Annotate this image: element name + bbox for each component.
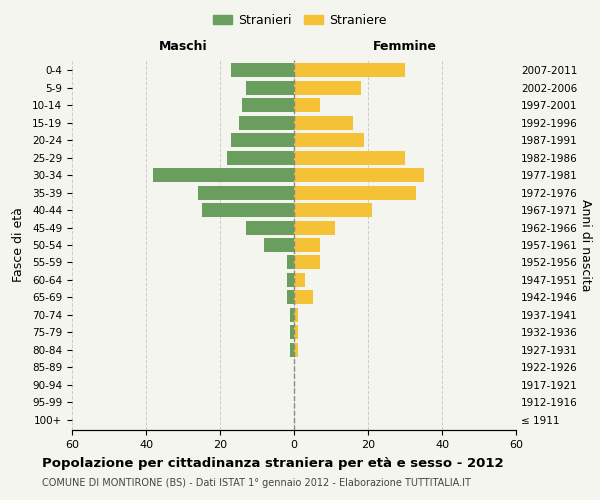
Bar — [294, 203, 372, 217]
Bar — [265, 238, 294, 252]
Bar — [294, 290, 313, 304]
Text: Femmine: Femmine — [373, 40, 437, 52]
Bar — [239, 116, 294, 130]
Bar — [198, 186, 294, 200]
Bar — [294, 116, 353, 130]
Text: Maschi: Maschi — [158, 40, 208, 52]
Text: Popolazione per cittadinanza straniera per età e sesso - 2012: Popolazione per cittadinanza straniera p… — [42, 458, 503, 470]
Bar — [231, 64, 294, 78]
Bar — [294, 168, 424, 182]
Bar — [294, 98, 320, 112]
Bar — [242, 98, 294, 112]
Bar — [294, 342, 298, 356]
Bar — [294, 220, 335, 234]
Bar — [294, 308, 298, 322]
Bar — [294, 151, 405, 164]
Bar — [287, 273, 294, 287]
Bar — [287, 290, 294, 304]
Bar — [287, 256, 294, 270]
Bar — [154, 168, 294, 182]
Bar — [290, 326, 294, 339]
Bar — [294, 326, 298, 339]
Bar — [294, 238, 320, 252]
Bar — [294, 81, 361, 95]
Bar — [294, 186, 416, 200]
Bar — [231, 134, 294, 147]
Bar — [202, 203, 294, 217]
Text: COMUNE DI MONTIRONE (BS) - Dati ISTAT 1° gennaio 2012 - Elaborazione TUTTITALIA.: COMUNE DI MONTIRONE (BS) - Dati ISTAT 1°… — [42, 478, 471, 488]
Bar — [290, 342, 294, 356]
Legend: Stranieri, Straniere: Stranieri, Straniere — [208, 8, 392, 32]
Bar — [294, 273, 305, 287]
Bar — [227, 151, 294, 164]
Bar — [246, 220, 294, 234]
Bar — [246, 81, 294, 95]
Y-axis label: Anni di nascita: Anni di nascita — [578, 198, 592, 291]
Bar — [290, 308, 294, 322]
Y-axis label: Fasce di età: Fasce di età — [12, 208, 25, 282]
Bar — [294, 64, 405, 78]
Bar — [294, 134, 364, 147]
Bar — [294, 256, 320, 270]
